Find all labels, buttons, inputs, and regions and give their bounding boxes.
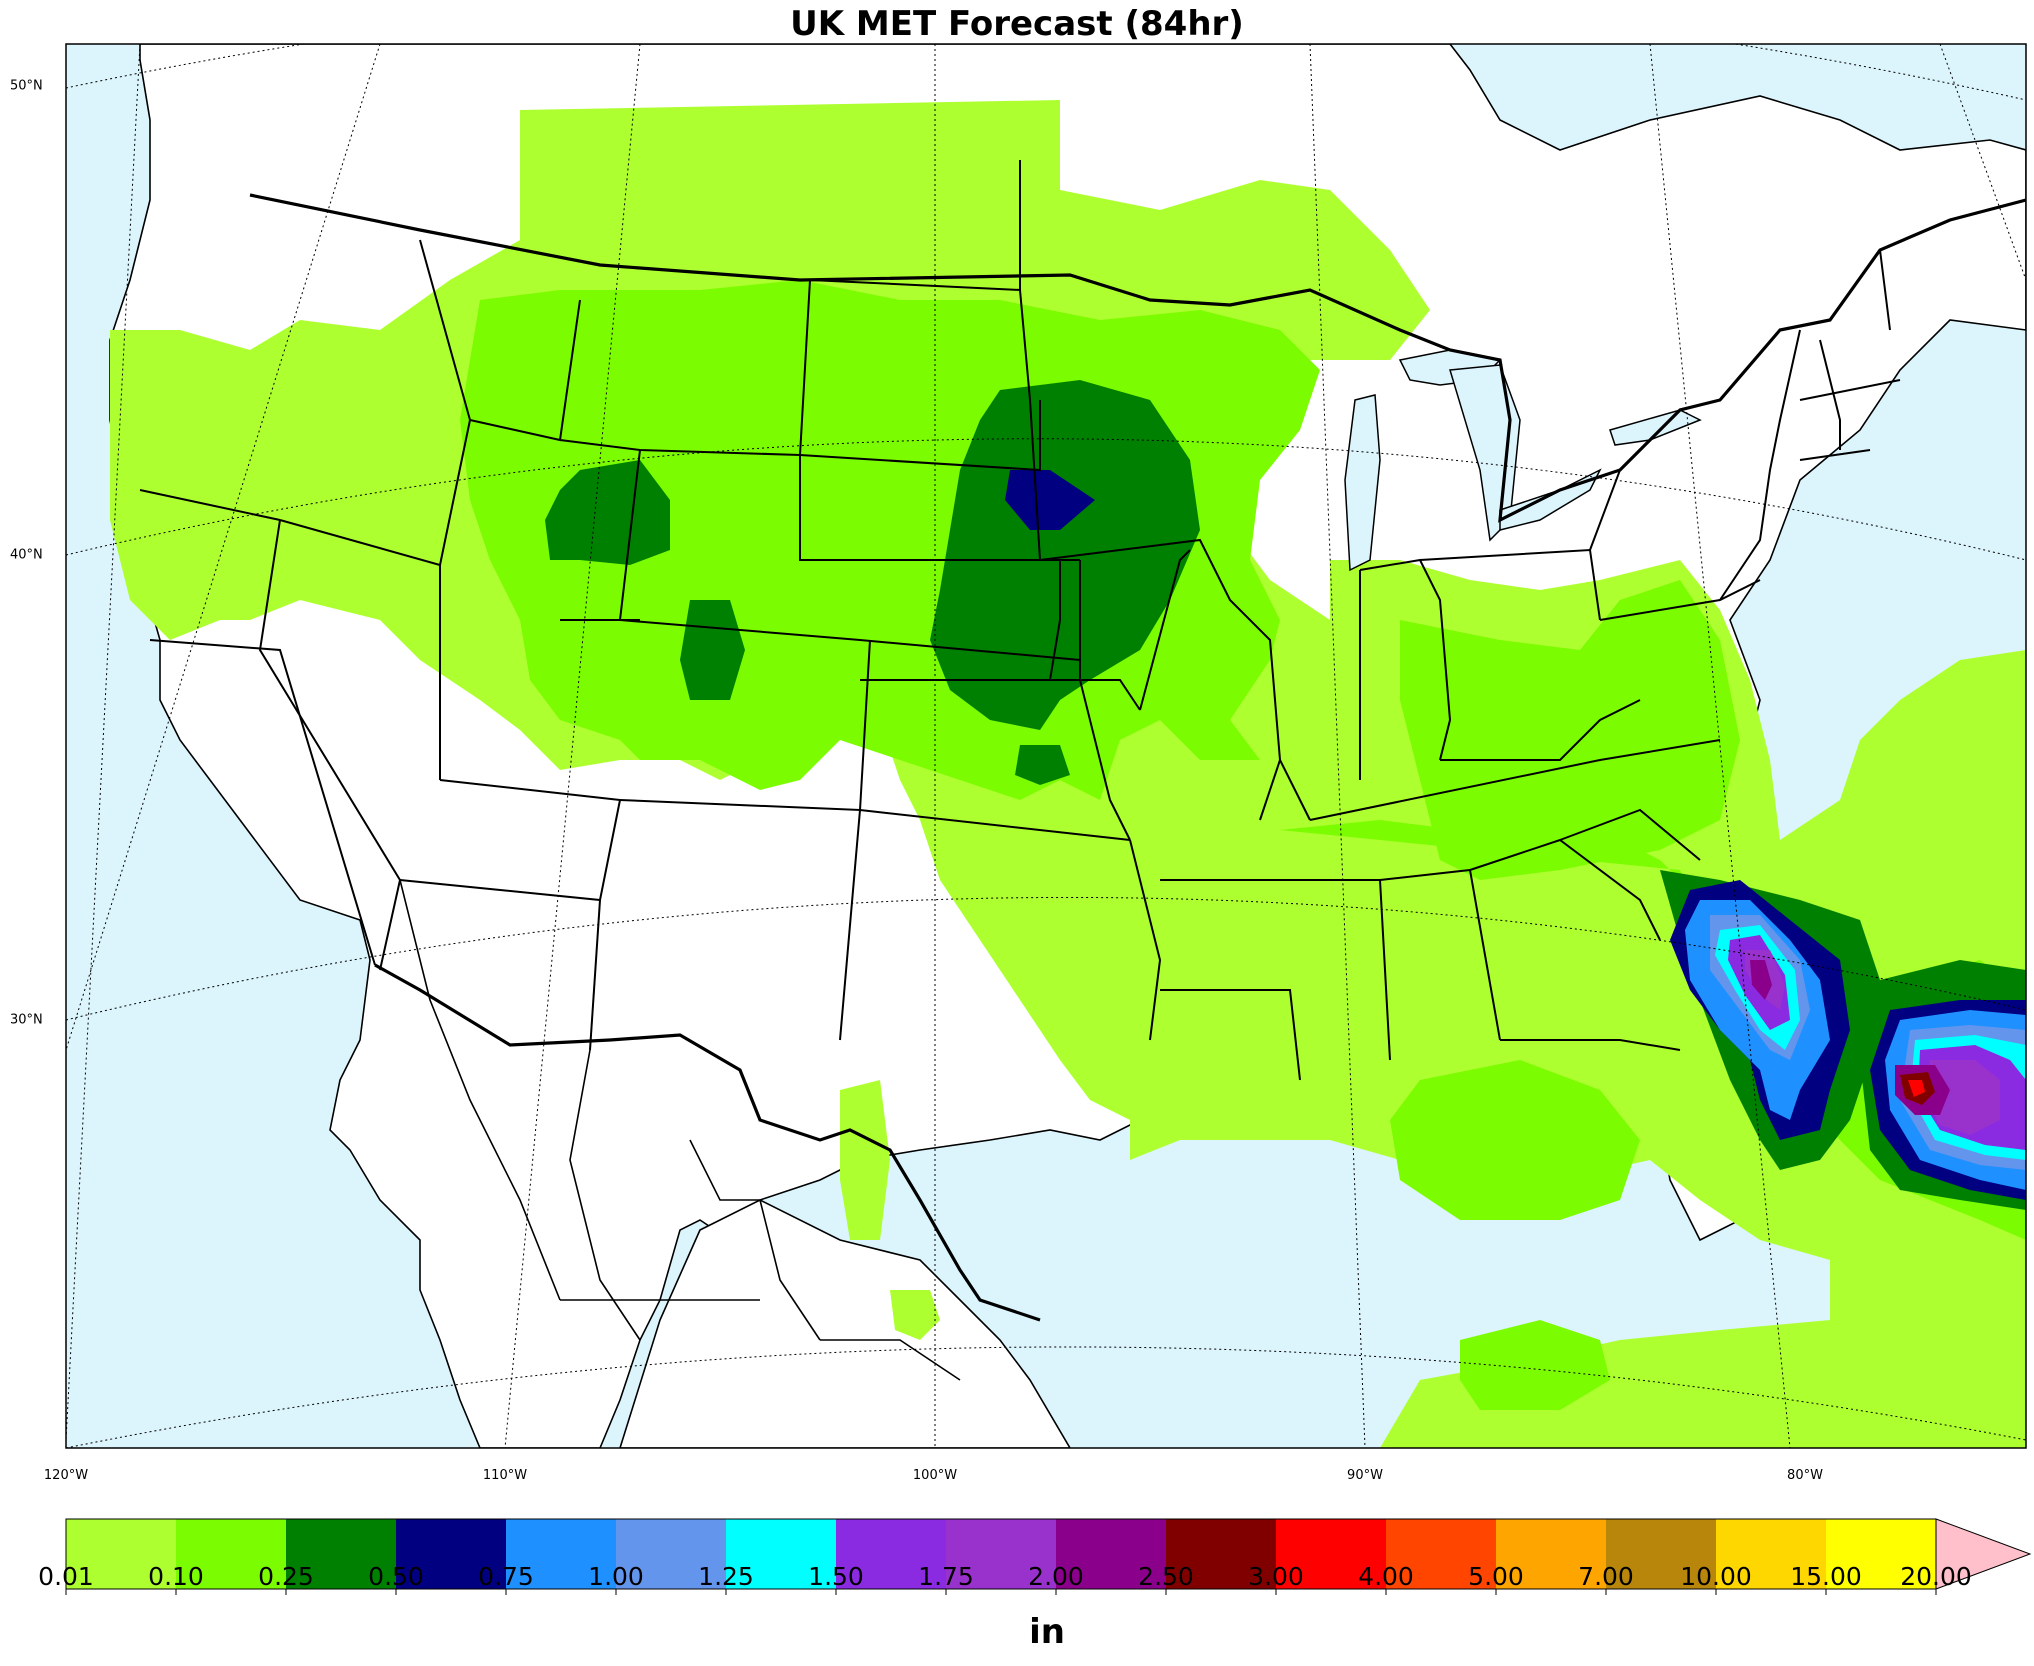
colorbar-tick-label: 1.00 (588, 1562, 644, 1591)
map-frame (65, 43, 2027, 1449)
lon-label-120w: 120°W (43, 1468, 89, 1483)
colorbar-tick-label: 20.00 (1900, 1562, 1972, 1591)
colorbar-tick-label: 1.75 (918, 1562, 974, 1591)
colorbar-tick-label: 2.00 (1028, 1562, 1084, 1591)
colorbar-tick-label: 7.00 (1578, 1562, 1634, 1591)
mexico-state-boundaries (399, 879, 961, 1381)
colorbar-tick-label: 2.50 (1138, 1562, 1194, 1591)
colorbar-tick-label: 0.75 (478, 1562, 534, 1591)
lon-label-80w: 80°W (1787, 1468, 1823, 1483)
mexico-land (619, 1199, 1071, 1448)
lon-label-90w: 90°W (1347, 1468, 1383, 1483)
colorbar-tick-label: 0.25 (258, 1562, 314, 1591)
state-boundaries (139, 160, 1901, 1081)
chart-title: UK MET Forecast (84hr) (790, 4, 1244, 44)
colorbar-tick-label: 10.00 (1680, 1562, 1752, 1591)
lon-label-100w: 100°W (912, 1468, 958, 1483)
lat-label-50n: 50°N (10, 78, 43, 94)
us-mexico-border (374, 963, 1041, 1322)
colorbar-tick-label: 3.00 (1248, 1562, 1304, 1591)
colorbar-tick-label: 0.50 (368, 1562, 424, 1591)
colorbar-tick-label: 15.00 (1790, 1562, 1862, 1591)
colorbar-tick-label: 4.00 (1358, 1562, 1414, 1591)
colorbar-tick-label: 0.01 (38, 1562, 94, 1591)
us-canada-border (249, 193, 2026, 523)
lon-label-110w: 110°W (482, 1468, 528, 1483)
colorbar-tick-label: 0.10 (148, 1562, 204, 1591)
great-lakes (1344, 349, 1702, 572)
colorbar-tick-label: 5.00 (1468, 1562, 1524, 1591)
colorbar-tick-label: 1.25 (698, 1562, 754, 1591)
colorbar-unit: in (1029, 1612, 1065, 1652)
lat-label-30n: 30°N (10, 1012, 43, 1028)
graticule (66, 44, 2026, 1448)
lat-label-40n: 40°N (10, 547, 43, 563)
colorbar-tick-label: 1.50 (808, 1562, 864, 1591)
